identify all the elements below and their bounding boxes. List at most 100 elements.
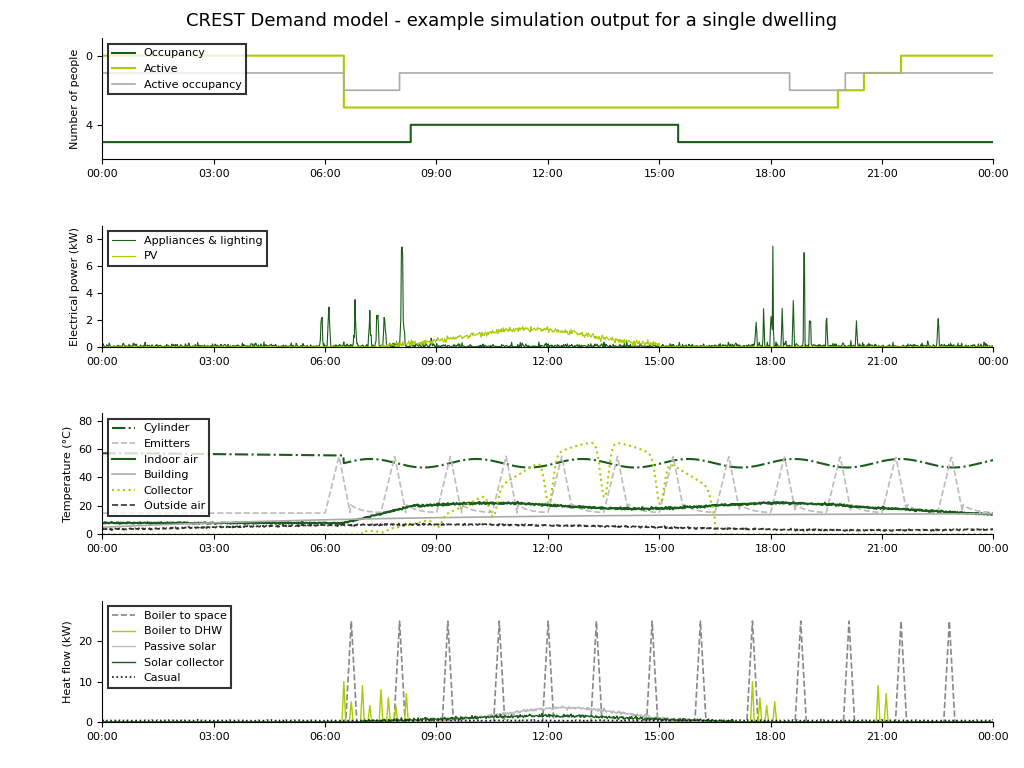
Passive solar [294, 717, 306, 727]
Outside air [96, 525, 109, 535]
Line: Active: Active [102, 56, 993, 108]
Appliances & lighting [687, 342, 699, 351]
Active [394, 103, 407, 112]
Active [272, 51, 285, 61]
Occupancy [96, 137, 109, 147]
Cylinder [987, 455, 999, 465]
Indoor air [804, 499, 816, 508]
Emitters [394, 479, 407, 488]
Line: Boiler to space: Boiler to space [102, 621, 993, 722]
Collector [585, 439, 597, 448]
Casual [687, 716, 699, 725]
Solar collector [536, 709, 548, 718]
Cylinder [686, 455, 698, 464]
PV [987, 343, 999, 352]
Boiler to DHW [394, 717, 407, 727]
Y-axis label: Number of people: Number of people [70, 48, 80, 149]
Solar collector [272, 717, 285, 727]
Legend: Appliances & lighting, PV: Appliances & lighting, PV [108, 231, 266, 266]
Passive solar [687, 717, 699, 727]
Emitters [294, 508, 306, 518]
Appliances & lighting [987, 341, 999, 350]
Boiler to DHW [987, 717, 999, 727]
Active [96, 51, 109, 61]
Boiler to DHW [803, 717, 815, 727]
Cylinder [394, 459, 407, 468]
Casual [883, 716, 895, 725]
Passive solar [394, 717, 407, 727]
Boiler to space [803, 717, 815, 727]
Casual [394, 716, 407, 725]
PV [96, 343, 109, 352]
Passive solar [882, 717, 894, 727]
Boiler to DHW [272, 717, 285, 727]
Casual [779, 716, 792, 725]
Appliances & lighting [394, 328, 407, 337]
Indoor air [687, 502, 699, 511]
Solar collector [987, 717, 999, 727]
Active [687, 103, 699, 112]
Casual [365, 715, 377, 724]
Cylinder [294, 451, 306, 460]
PV [882, 343, 894, 352]
Emitters [803, 506, 815, 515]
Legend: Occupancy, Active, Active occupancy: Occupancy, Active, Active occupancy [108, 44, 246, 94]
Emitters [687, 505, 699, 514]
Outside air [394, 520, 407, 529]
Line: Cylinder: Cylinder [102, 453, 993, 468]
Boiler to space [272, 717, 285, 727]
Line: Solar collector: Solar collector [102, 713, 993, 722]
Collector [96, 530, 109, 539]
Appliances & lighting [804, 318, 816, 327]
Active [803, 103, 815, 112]
Occupancy [404, 121, 417, 130]
Occupancy [987, 137, 999, 147]
Boiler to space [96, 717, 109, 727]
Outside air [803, 525, 815, 534]
Boiler to space [294, 717, 306, 727]
Casual [987, 716, 999, 725]
Appliances & lighting [883, 341, 895, 350]
Boiler to DHW [687, 717, 699, 727]
Collector [687, 473, 699, 482]
Legend: Boiler to space, Boiler to DHW, Passive solar, Solar collector, Casual: Boiler to space, Boiler to DHW, Passive … [108, 607, 230, 687]
Passive solar [987, 717, 999, 727]
Boiler to DHW [882, 717, 894, 727]
Active occupancy [338, 86, 350, 95]
Line: Passive solar: Passive solar [102, 706, 993, 722]
Indoor air [272, 518, 285, 528]
Occupancy [272, 137, 285, 147]
Active occupancy [803, 86, 815, 95]
Casual [804, 716, 816, 725]
Boiler to DHW [338, 677, 350, 686]
Indoor air [987, 509, 999, 518]
Cylinder [803, 456, 815, 465]
Line: Collector: Collector [102, 443, 993, 535]
Boiler to DHW [294, 717, 306, 727]
Boiler to space [345, 617, 357, 626]
PV [394, 338, 407, 347]
Outside air [882, 525, 894, 535]
Occupancy [394, 137, 407, 147]
Appliances & lighting [96, 342, 109, 351]
Active occupancy [882, 68, 894, 78]
Casual [272, 716, 285, 725]
Cylinder [96, 449, 109, 458]
Active [294, 51, 306, 61]
Building [394, 514, 407, 523]
Legend: Cylinder, Emitters, Indoor air, Building, Collector, Outside air: Cylinder, Emitters, Indoor air, Building… [108, 419, 209, 515]
Y-axis label: Heat flow (kW): Heat flow (kW) [63, 620, 73, 703]
Outside air [687, 523, 699, 532]
Solar collector [803, 717, 815, 727]
Emitters [882, 483, 894, 492]
Line: Outside air: Outside air [102, 523, 993, 531]
Occupancy [687, 137, 699, 147]
Active occupancy [272, 68, 285, 78]
Active [882, 68, 894, 78]
Boiler to space [882, 717, 894, 727]
Line: Occupancy: Occupancy [102, 125, 993, 142]
Indoor air [394, 505, 407, 514]
PV [517, 322, 529, 331]
Cylinder [272, 450, 285, 459]
Active occupancy [687, 68, 699, 78]
